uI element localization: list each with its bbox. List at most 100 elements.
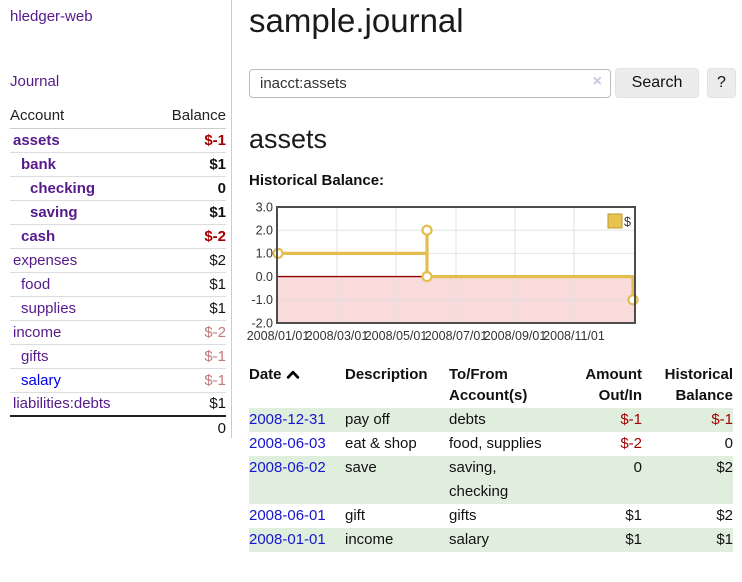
transaction-balance: $1 (642, 528, 733, 552)
register-header-row: Date Description To/From Account(s) Amou… (249, 362, 733, 408)
account-balance: $1 (150, 296, 226, 321)
transaction-accounts: saving, checking (449, 456, 583, 504)
account-balance: $-1 (150, 128, 226, 153)
historical-balance-chart: $ 3.0 2.0 1.0 0.0 -1.0 -2.0 2008/01/01 2… (247, 201, 639, 343)
account-row-checking: checking 0 (10, 176, 226, 201)
svg-text:2008/07/01: 2008/07/01 (425, 329, 488, 343)
account-balance: $-2 (150, 320, 226, 345)
transaction-balance: 0 (724, 435, 733, 452)
search-bar: × Search ? (249, 68, 736, 98)
transaction-date-link[interactable]: 2008-06-01 (249, 507, 326, 524)
svg-text:1.0: 1.0 (256, 247, 273, 261)
svg-text:2008/03/01: 2008/03/01 (306, 329, 369, 343)
account-link-assets[interactable]: assets (13, 131, 60, 149)
transaction-date-link[interactable]: 2008-12-31 (249, 411, 326, 428)
account-row-cash: cash $-2 (10, 224, 226, 249)
sidebar: hledger-web Journal Account Balance asse… (0, 0, 231, 440)
account-balance: $-1 (150, 344, 226, 369)
register-row: 2008-12-31 pay off debts $-1 $-1 (249, 408, 733, 432)
transaction-balance: $2 (716, 507, 733, 524)
search-button[interactable]: Search (615, 68, 699, 98)
account-balance: $2 (150, 248, 226, 273)
svg-text:-2.0: -2.0 (251, 317, 273, 331)
transaction-accounts: debts (449, 408, 583, 432)
transaction-amount: $1 (583, 528, 642, 552)
transaction-amount: 0 (583, 456, 642, 504)
account-link-supplies[interactable]: supplies (21, 299, 77, 317)
svg-text:2008/09/01: 2008/09/01 (484, 329, 547, 343)
account-link-food[interactable]: food (21, 275, 51, 293)
svg-text:2008/05/01: 2008/05/01 (365, 329, 428, 343)
account-link-checking[interactable]: checking (30, 179, 96, 197)
sort-ascending-icon (286, 365, 300, 386)
account-row-liabilities-debts: liabilities:debts $1 (10, 392, 226, 417)
app-brand-link[interactable]: hledger-web (10, 8, 93, 25)
balance-column-header: Balance (150, 104, 226, 129)
account-row-supplies: supplies $1 (10, 296, 226, 321)
account-column-header: Account (10, 104, 151, 129)
account-row-saving: saving $1 (10, 200, 226, 225)
sidebar-item-journal[interactable]: Journal (10, 73, 60, 90)
chart-x-axis-labels: 2008/01/01 2008/03/01 2008/05/01 2008/07… (247, 329, 605, 343)
account-balance: 0 (150, 176, 226, 201)
account-row-income: income $-2 (10, 320, 226, 345)
transaction-date-link[interactable]: 2008-06-02 (249, 459, 326, 476)
date-header-label: Date (249, 366, 282, 383)
chart-title: Historical Balance: (249, 172, 385, 189)
svg-text:3.0: 3.0 (256, 201, 273, 215)
account-link-saving[interactable]: saving (30, 203, 78, 221)
chart-legend: $ (607, 213, 631, 229)
legend-label: $ (624, 215, 631, 229)
accounts-total-value: 0 (150, 415, 226, 440)
description-column-header: Description (345, 366, 428, 383)
account-balance: $-2 (150, 224, 226, 249)
svg-text:0.0: 0.0 (256, 270, 273, 284)
transaction-description: pay off (345, 408, 449, 432)
transaction-date-link[interactable]: 2008-01-01 (249, 531, 326, 548)
help-button[interactable]: ? (707, 68, 736, 98)
svg-text:2008/01/01: 2008/01/01 (247, 329, 310, 343)
chart-data-points (272, 224, 639, 306)
register-row: 2008-06-03 eat & shop food, supplies $-2… (249, 432, 733, 456)
account-link-income[interactable]: income (13, 323, 62, 341)
main-content: sample.journal × Search ? assets Histori… (247, 0, 742, 582)
account-balance: $1 (150, 152, 226, 177)
account-row-bank: bank $1 (10, 152, 226, 177)
transaction-amount: $-1 (583, 408, 642, 432)
transaction-balance: $2 (642, 456, 733, 504)
transaction-accounts: gifts (449, 507, 477, 524)
date-column-header[interactable]: Date (249, 362, 345, 408)
account-link-liabilities-debts[interactable]: liabilities:debts (13, 395, 111, 413)
transaction-description: gift (345, 507, 366, 524)
account-link-bank[interactable]: bank (21, 155, 57, 173)
transaction-date-link[interactable]: 2008-06-03 (249, 435, 326, 452)
account-link-gifts[interactable]: gifts (21, 347, 49, 365)
chart-vertical-gridlines (336, 208, 575, 322)
search-input-wrap: × (249, 69, 611, 98)
svg-text:-1.0: -1.0 (251, 293, 273, 307)
svg-text:2.0: 2.0 (256, 224, 273, 238)
account-row-expenses: expenses $2 (10, 248, 226, 273)
transaction-balance: $-1 (642, 408, 733, 432)
amount-column-header: Amount Out/In (585, 366, 642, 404)
accounts-total-row: 0 (10, 415, 226, 440)
account-row-assets: assets $-1 (10, 128, 226, 153)
accounts-table: Account Balance assets $-1 bank $1 check… (10, 104, 226, 440)
account-row-food: food $1 (10, 272, 226, 297)
transaction-description: eat & shop (345, 435, 417, 452)
account-row-gifts: gifts $-1 (10, 344, 226, 369)
transaction-amount: $1 (625, 507, 642, 524)
page-title: sample.journal (249, 2, 464, 39)
transaction-amount: $-2 (620, 435, 642, 452)
svg-text:2008/11/01: 2008/11/01 (543, 329, 605, 343)
clear-search-icon[interactable]: × (592, 73, 602, 90)
account-link-expenses[interactable]: expenses (13, 251, 78, 269)
search-input[interactable] (249, 69, 611, 98)
account-link-cash[interactable]: cash (21, 227, 56, 245)
accounts-column-header: To/From Account(s) (449, 366, 528, 404)
account-balance: $-1 (150, 368, 226, 393)
transaction-description: save (345, 456, 449, 504)
account-link-salary[interactable]: salary (21, 371, 62, 389)
account-balance: $1 (150, 392, 226, 417)
